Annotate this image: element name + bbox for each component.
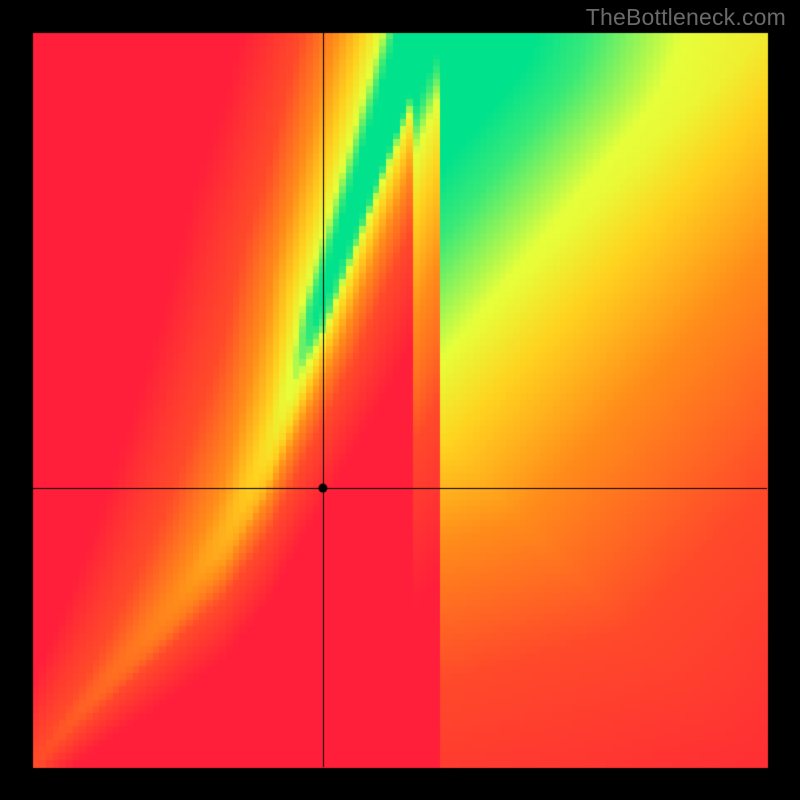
watermark-text: TheBottleneck.com — [586, 4, 786, 31]
bottleneck-heatmap — [0, 0, 800, 800]
chart-container: TheBottleneck.com — [0, 0, 800, 800]
